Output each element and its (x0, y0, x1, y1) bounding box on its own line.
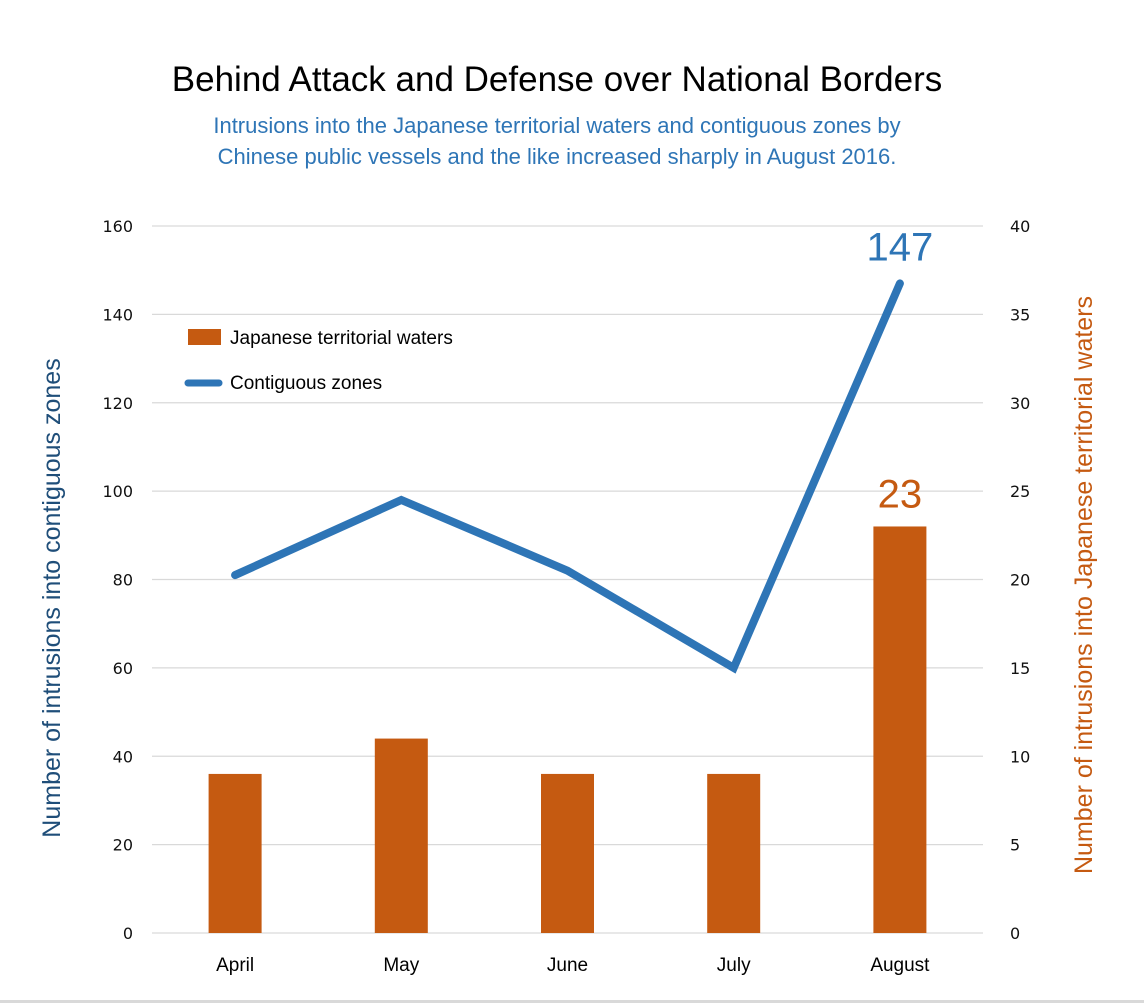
gridlines (152, 225, 983, 934)
category-label: August (870, 955, 930, 976)
left-axis-ticks: 0 20 40 60 80 100 120 140 160 (102, 217, 133, 943)
right-tick-label: 10 (1010, 747, 1030, 766)
bar-august (873, 526, 927, 933)
left-axis-title: Number of intrusions into contiguous zon… (38, 358, 66, 837)
bottom-border (0, 1000, 1144, 1003)
bar-may (374, 738, 428, 933)
legend: Japanese territorial waters Contiguous z… (184, 328, 453, 394)
data-labels: 147 23 (867, 225, 934, 516)
right-tick-label: 5 (1010, 836, 1020, 855)
left-tick-label: 60 (113, 659, 133, 678)
left-tick-label: 160 (102, 217, 133, 236)
category-label: May (383, 955, 419, 976)
chart-subtitle: Intrusions into the Japanese territorial… (120, 110, 994, 172)
left-tick-label: 140 (102, 305, 133, 324)
right-axis-title: Number of intrusions into Japanese terri… (1070, 296, 1098, 874)
bar-april (208, 773, 262, 933)
line-data-label: 147 (867, 225, 934, 269)
right-tick-label: 25 (1010, 482, 1030, 501)
category-label: April (216, 955, 254, 976)
right-tick-label: 30 (1010, 394, 1030, 413)
bar-data-label: 23 (878, 472, 923, 516)
left-tick-label: 20 (113, 836, 133, 855)
bar-series (208, 526, 927, 933)
right-axis-ticks: 0 5 10 15 20 25 30 35 40 (1010, 217, 1030, 943)
left-tick-label: 80 (113, 571, 133, 590)
category-label: July (717, 955, 751, 976)
right-tick-label: 15 (1010, 659, 1030, 678)
line-series (231, 279, 904, 674)
category-label: June (547, 955, 588, 976)
legend-line-label: Contiguous zones (230, 373, 382, 394)
left-tick-label: 40 (113, 747, 133, 766)
right-tick-label: 35 (1010, 305, 1030, 324)
bar-july (707, 773, 761, 933)
subtitle-line-2: Chinese public vessels and the like incr… (217, 144, 897, 169)
right-tick-label: 40 (1010, 217, 1030, 236)
chart-title: Behind Attack and Defense over National … (171, 60, 943, 99)
left-tick-label: 120 (102, 394, 133, 413)
category-labels: April May June July August (216, 955, 930, 976)
bar-june (541, 773, 594, 933)
right-tick-label: 20 (1010, 571, 1030, 590)
legend-bar-swatch (188, 329, 221, 345)
left-tick-label: 100 (102, 482, 133, 501)
legend-bar-label: Japanese territorial waters (230, 328, 453, 349)
subtitle-line-1: Intrusions into the Japanese territorial… (213, 113, 901, 138)
right-tick-label: 0 (1010, 924, 1020, 943)
left-tick-label: 0 (123, 924, 133, 943)
